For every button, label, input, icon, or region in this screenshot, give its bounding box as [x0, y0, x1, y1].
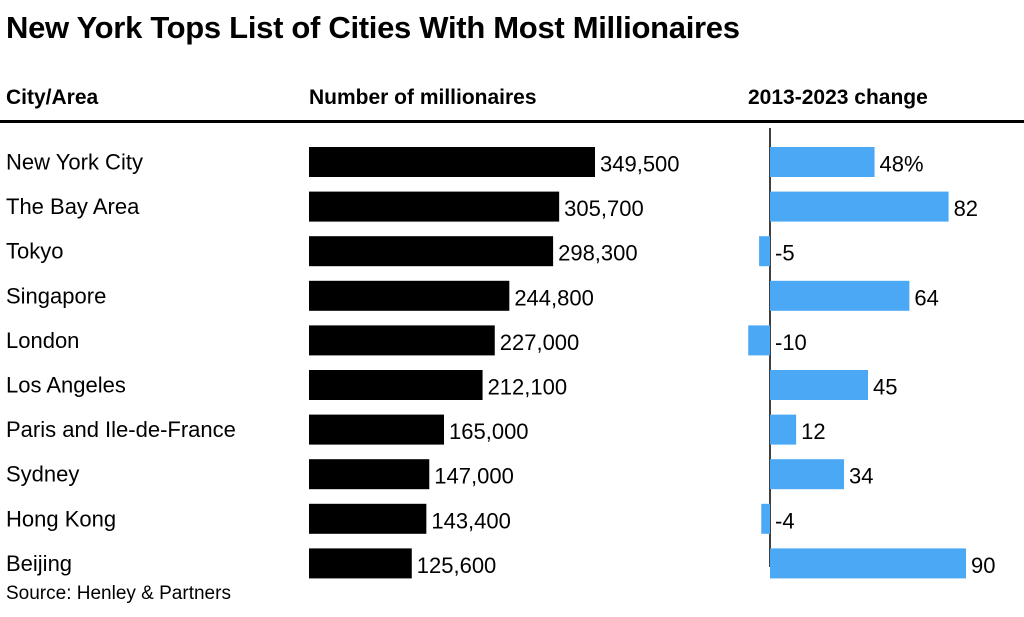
millionaire-value-label: 305,700: [564, 196, 644, 221]
city-label: Sydney: [6, 462, 79, 487]
millionaire-value-label: 125,600: [417, 553, 497, 578]
city-label: Hong Kong: [6, 506, 116, 531]
city-label: Beijing: [6, 551, 72, 576]
source-note: Source: Henley & Partners: [6, 583, 231, 604]
city-label: New York City: [6, 150, 143, 175]
millionaire-bar: [309, 147, 595, 177]
change-value-label: -10: [775, 330, 807, 355]
change-value-label: 48%: [880, 152, 924, 177]
city-label: Los Angeles: [6, 373, 126, 398]
change-bar: [748, 325, 770, 356]
millionaire-value-label: 212,100: [488, 375, 568, 400]
millionaire-value-label: 143,400: [431, 508, 511, 533]
change-bar: [770, 191, 949, 222]
millionaire-bar: [309, 236, 554, 267]
change-bar: [770, 280, 910, 311]
change-bar: [761, 503, 770, 534]
change-value-label: 90: [971, 553, 995, 578]
change-value-label: 45: [873, 375, 897, 400]
city-label: Paris and Ile-de-France: [6, 417, 236, 442]
change-value-label: 34: [849, 464, 873, 489]
chart-title: New York Tops List of Cities With Most M…: [6, 10, 740, 45]
millionaire-value-label: 227,000: [500, 330, 580, 355]
change-bar: [770, 147, 875, 177]
millionaire-bar: [309, 280, 510, 311]
change-value-label: -4: [775, 508, 795, 533]
change-value-label: 64: [914, 285, 938, 310]
millionaire-value-label: 165,000: [449, 419, 529, 444]
city-label: Tokyo: [6, 239, 63, 264]
millionaire-value-label: 147,000: [434, 464, 514, 489]
millionaire-bar: [309, 325, 495, 356]
millionaire-bar: [309, 370, 483, 400]
column-header-millionaires: Number of millionaires: [309, 86, 537, 109]
millionaire-bar: [309, 548, 412, 579]
change-value-label: 82: [954, 196, 978, 221]
column-header-city: City/Area: [6, 86, 99, 109]
city-label: The Bay Area: [6, 194, 140, 219]
millionaire-bar: [309, 459, 430, 490]
city-label: Singapore: [6, 283, 106, 308]
change-bar: [770, 370, 868, 400]
millionaire-value-label: 244,800: [514, 285, 594, 310]
millionaire-bar: [309, 503, 427, 534]
change-bar: [770, 414, 797, 445]
header-rule: [0, 120, 1024, 123]
millionaire-value-label: 349,500: [600, 152, 680, 177]
change-bar: [759, 236, 770, 267]
change-bar: [770, 548, 966, 579]
city-label: London: [6, 328, 79, 353]
column-header-change: 2013-2023 change: [748, 86, 928, 109]
change-value-label: -5: [775, 241, 795, 266]
change-value-label: 12: [801, 419, 825, 444]
millionaire-bar: [309, 414, 445, 445]
change-bar: [770, 459, 845, 490]
millionaire-bar: [309, 191, 560, 222]
millionaire-value-label: 298,300: [558, 241, 638, 266]
